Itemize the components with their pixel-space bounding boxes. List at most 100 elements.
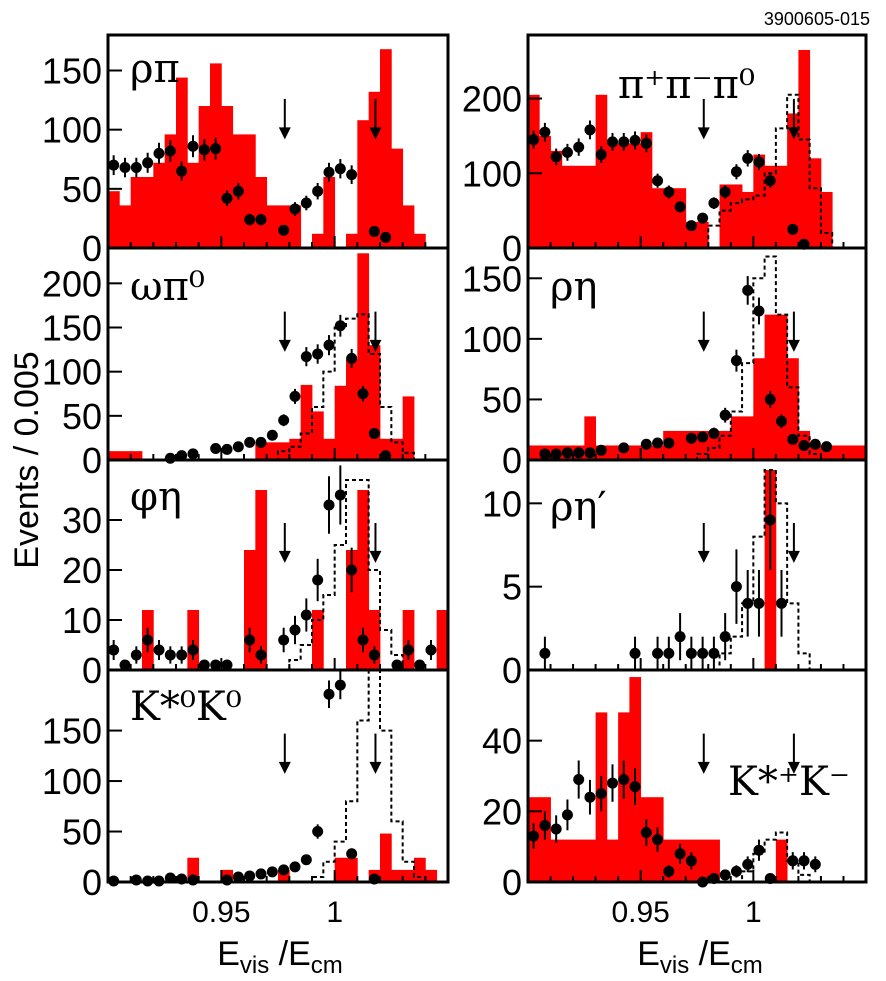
- rho-eta-bar: [528, 445, 540, 460]
- phi-eta-data-point: [210, 659, 222, 671]
- pipipi0-bar: [663, 188, 675, 248]
- kstarplus-kminus-bar: [606, 839, 619, 882]
- kstarplus-kminus-y-tick-label: 0: [502, 862, 522, 903]
- rho-eta-bar: [685, 430, 698, 460]
- omega-pi0-arrow-head: [369, 339, 382, 352]
- omega-pi0-data-point: [187, 448, 199, 460]
- pipipi0-bar: [753, 154, 765, 248]
- pipipi0-bar: [595, 94, 608, 248]
- omega-pi0-y-tick-label: 100: [42, 352, 102, 393]
- kstarplus-kminus-bar: [550, 839, 563, 882]
- pipipi0-data-point: [674, 201, 686, 213]
- phi-eta-data-point: [198, 659, 210, 671]
- rho-pi-data-point: [289, 203, 301, 215]
- kstarplus-kminus-data-point: [550, 823, 562, 835]
- kstarplus-kminus-bar: [708, 839, 720, 882]
- rho-pi-data-point: [300, 197, 312, 209]
- panel-rho-eta: 0 50 100 150 ρη: [462, 246, 868, 481]
- rho-pi-bar: [198, 106, 211, 248]
- rho-eta-y-tick-label: 150: [462, 258, 522, 299]
- omega-pi0-data-point: [380, 450, 392, 462]
- rho-pi-bar: [368, 91, 381, 248]
- rho-eta-prime-data-point: [674, 631, 686, 643]
- phi-eta-data-point: [357, 634, 369, 646]
- rho-eta-data-point: [809, 438, 821, 450]
- phi-eta-bar: [436, 610, 449, 670]
- rho-eta-data-point: [798, 439, 810, 451]
- rho-eta-bar: [775, 314, 788, 460]
- phi-eta-mc-line: [108, 479, 448, 671]
- omega-pi0-bar: [130, 451, 143, 460]
- rho-pi-bar: [357, 120, 370, 248]
- rho-eta-data-point: [708, 427, 720, 439]
- pipipi0-data-point: [595, 149, 607, 161]
- omega-pi0-bar: [334, 385, 347, 460]
- rho-eta-data-point: [550, 448, 562, 460]
- rho-pi-data-point: [210, 143, 222, 155]
- kstarplus-kminus-data-point: [629, 781, 641, 793]
- omega-pi0-data-point: [210, 443, 222, 455]
- kstarplus-kminus-data-point: [607, 777, 618, 789]
- pipipi0-bar: [528, 94, 540, 248]
- pipipi0-bar: [798, 49, 811, 248]
- rho-eta-data-point: [753, 305, 765, 317]
- rho-pi-bar: [244, 134, 256, 248]
- pipipi0-data-point: [663, 186, 675, 198]
- phi-eta-data-point: [334, 489, 346, 501]
- pipipi0-arrow-head: [787, 127, 800, 140]
- pipipi0-data-point: [652, 175, 664, 187]
- pipipi0-data-point: [561, 146, 573, 158]
- omega-pi0-data-point: [232, 441, 244, 453]
- kstarplus-kminus-bar: [775, 839, 788, 882]
- rho-eta-prime-data-point: [697, 647, 709, 659]
- rho-pi-bar: [323, 177, 336, 248]
- pipipi0-bar: [674, 188, 687, 248]
- omega-pi0-bar: [346, 359, 358, 460]
- rho-eta-data-point: [561, 447, 573, 459]
- rho-eta-bar: [809, 445, 822, 460]
- kstarplus-kminus-data-point: [809, 858, 821, 870]
- pipipi0-y-tick-label: 200: [462, 79, 522, 120]
- rho-pi-arrow-head: [369, 127, 382, 140]
- rho-pi-y-tick-label: 50: [62, 169, 102, 210]
- omega-pi0-bar: [312, 411, 324, 460]
- phi-eta-data-point: [312, 574, 324, 586]
- rho-eta-data-point: [776, 415, 787, 427]
- rho-pi-data-point: [176, 165, 188, 177]
- omega-pi0-y-tick-label: 0: [82, 440, 102, 481]
- omega-pi0-y-tick-label: 150: [42, 308, 102, 349]
- kstarplus-kminus-data-point: [787, 855, 799, 867]
- omega-pi0-data-point: [289, 390, 301, 402]
- omega-pi0-bar: [108, 451, 120, 460]
- kstarplus-kminus-data-point: [595, 788, 607, 800]
- rho-pi-y-tick-label: 100: [42, 110, 102, 151]
- rho-eta-bar: [742, 416, 754, 460]
- pipipi0-data-point: [787, 223, 799, 235]
- rho-pi-data-point: [142, 157, 154, 169]
- panel-kstarplus-kminus: 0 20 40 0.95 1 K*⁺K⁻: [482, 668, 868, 929]
- pipipi0-data-point: [764, 175, 776, 187]
- kstar0-k0-data-point: [255, 868, 267, 880]
- rho-eta-data-point: [618, 442, 630, 454]
- rho-eta-prime-data-point: [539, 647, 551, 659]
- phi-eta-data-point: [108, 644, 120, 656]
- rho-eta-bar: [764, 314, 777, 460]
- phi-eta-data-point: [130, 649, 142, 661]
- kstarplus-kminus-bar: [561, 839, 574, 882]
- phi-eta-bar: [357, 490, 370, 670]
- pipipi0-bar: [764, 165, 777, 248]
- pipipi0-data-point: [528, 134, 540, 146]
- omega-pi0-data-point: [312, 348, 324, 360]
- panel-rho-eta-prime: 0 5 10 ρη′: [482, 458, 868, 691]
- rho-eta-data-point: [821, 441, 833, 453]
- phi-eta-arrow-head: [278, 550, 291, 563]
- kstar0-k0-panel-label: K*⁰K⁰: [130, 684, 242, 730]
- pipipi0-data-point: [753, 156, 765, 168]
- kstar0-k0-x-tick-label: 0.95: [192, 896, 250, 929]
- omega-pi0-arrow-head: [278, 339, 291, 352]
- rho-eta-arrow-head: [697, 339, 710, 352]
- phi-eta-data-point: [176, 649, 188, 661]
- kstar0-k0-data-point: [300, 854, 312, 866]
- kstar0-k0-data-point: [232, 871, 244, 883]
